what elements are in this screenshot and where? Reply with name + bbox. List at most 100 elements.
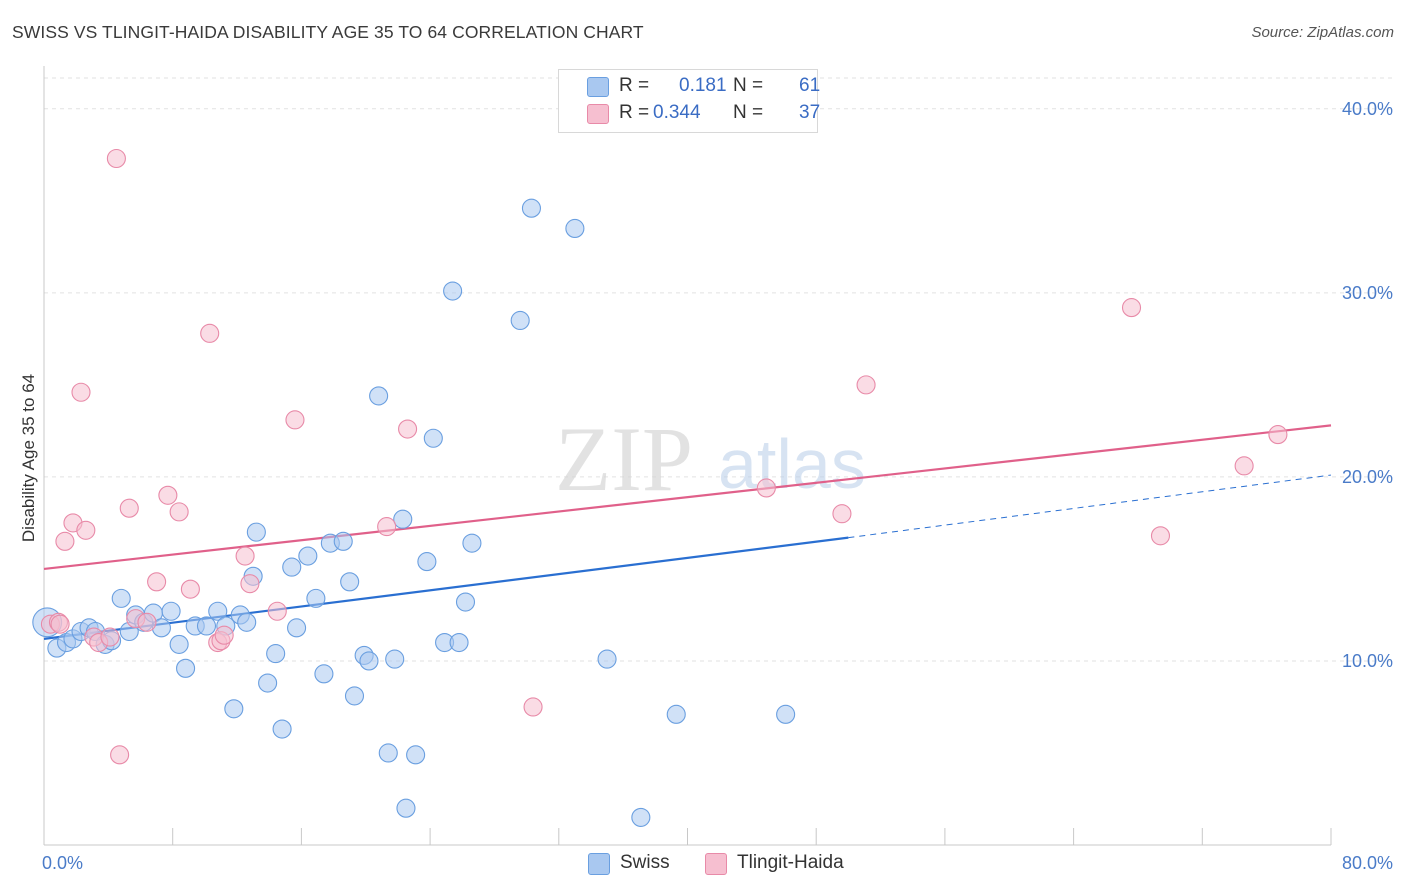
swiss-point [258, 673, 278, 693]
swiss-point [455, 592, 476, 612]
tlingit-point [169, 502, 189, 522]
swiss-point [287, 618, 307, 638]
tlingit-point [214, 625, 234, 645]
tlingit-point [147, 572, 167, 592]
tick-labels: 10.0% 20.0% 30.0% 40.0% 0.0% 80.0% [42, 99, 1393, 873]
n-label: N = [733, 102, 764, 123]
swiss-point [282, 557, 302, 577]
r-label: R = [619, 102, 650, 123]
swiss-point [443, 281, 463, 301]
swiss-point [385, 649, 405, 669]
swiss-point [396, 798, 416, 818]
swiss-legend-label: Swiss [620, 852, 670, 873]
swiss-point [393, 509, 413, 529]
tlingit-n-value: 37 [799, 102, 821, 123]
swiss-point [666, 704, 686, 724]
tlingit-point [50, 614, 70, 634]
y-axis-label: Disability Age 35 to 64 [19, 374, 38, 542]
tlingit-point [832, 504, 852, 524]
swiss-point [314, 664, 334, 684]
swiss-point [521, 198, 542, 218]
tlingit-legend-label: Tlingit-Haida [737, 852, 844, 873]
y-tick-label: 10.0% [1342, 651, 1393, 671]
swiss-point [631, 807, 651, 827]
tlingit-point [76, 520, 96, 540]
tlingit-trend-line [43, 424, 1332, 571]
swiss-point [423, 428, 443, 448]
swiss-point [406, 745, 426, 765]
tlingit-point [200, 323, 220, 343]
tlingit-point [398, 419, 418, 439]
tlingit-point [1121, 298, 1142, 318]
x-tick-label: 80.0% [1342, 853, 1393, 873]
tlingit-point [1150, 526, 1171, 546]
tlingit-legend-swatch [705, 853, 727, 875]
swiss-point [298, 546, 318, 566]
tlingit-point [71, 382, 91, 402]
tlingit-r-value: 0.344 [653, 102, 701, 123]
tlingit-point [119, 498, 139, 518]
swiss-point [776, 704, 796, 724]
swiss-point [111, 588, 131, 608]
axes [43, 66, 1332, 846]
tlingit-point [180, 579, 200, 599]
tlingit-point [158, 485, 178, 505]
tlingit-point [110, 745, 130, 765]
swiss-legend-swatch [588, 853, 610, 875]
tlingit-point [523, 697, 543, 717]
n-label: N = [733, 75, 764, 96]
swiss-point [306, 588, 326, 608]
swiss-trend-line [43, 536, 849, 640]
swiss-point [449, 632, 469, 653]
r-label: R = [619, 75, 650, 96]
watermark: ZIP atlas [555, 408, 866, 510]
tlingit-point [235, 546, 255, 566]
watermark-zip: ZIP [555, 408, 693, 510]
tlingit-point [1268, 425, 1288, 445]
source-label: Source: ZipAtlas.com [1251, 24, 1394, 41]
swiss-point [333, 531, 353, 551]
swiss-point [208, 601, 228, 621]
swiss-point [510, 310, 530, 331]
tlingit-point [100, 627, 120, 647]
swiss-point [378, 743, 398, 763]
swiss-n-value: 61 [799, 75, 821, 96]
swiss-point [417, 552, 437, 572]
swiss-point [272, 719, 292, 739]
swiss-points [32, 198, 796, 827]
x-tick-label: 0.0% [42, 853, 83, 873]
y-tick-label: 20.0% [1342, 467, 1393, 487]
swiss-point [359, 651, 379, 671]
tlingit-point [106, 148, 126, 169]
tlingit-point [856, 375, 876, 395]
tlingit-swatch [587, 104, 609, 124]
swiss-point [340, 572, 360, 592]
tlingit-point [377, 517, 397, 537]
swiss-point [161, 601, 181, 621]
tlingit-points [40, 148, 1288, 765]
swiss-point [369, 386, 389, 406]
swiss-point [169, 634, 189, 654]
swiss-trend-extension [848, 474, 1332, 539]
chart-title: SWISS VS TLINGIT-HAIDA DISABILITY AGE 35… [12, 22, 644, 42]
stats-legend: R = 0.181 N = 61 R = 0.344 N = 37 [558, 69, 821, 133]
swiss-point [565, 218, 585, 238]
swiss-point [597, 649, 617, 669]
swiss-point [246, 522, 266, 542]
swiss-point [176, 658, 196, 678]
tlingit-point [756, 478, 776, 498]
swiss-point [196, 616, 217, 636]
swiss-point [266, 644, 286, 664]
tlingit-point [285, 410, 305, 430]
swiss-point [237, 612, 257, 632]
y-tick-label: 40.0% [1342, 99, 1393, 119]
tlingit-point [55, 531, 75, 551]
tlingit-point [137, 612, 157, 632]
tlingit-point [267, 601, 287, 621]
tlingit-point [240, 574, 260, 594]
swiss-point [224, 699, 244, 719]
swiss-swatch [587, 77, 609, 97]
y-tick-label: 30.0% [1342, 283, 1393, 303]
trend-lines [43, 424, 1332, 640]
